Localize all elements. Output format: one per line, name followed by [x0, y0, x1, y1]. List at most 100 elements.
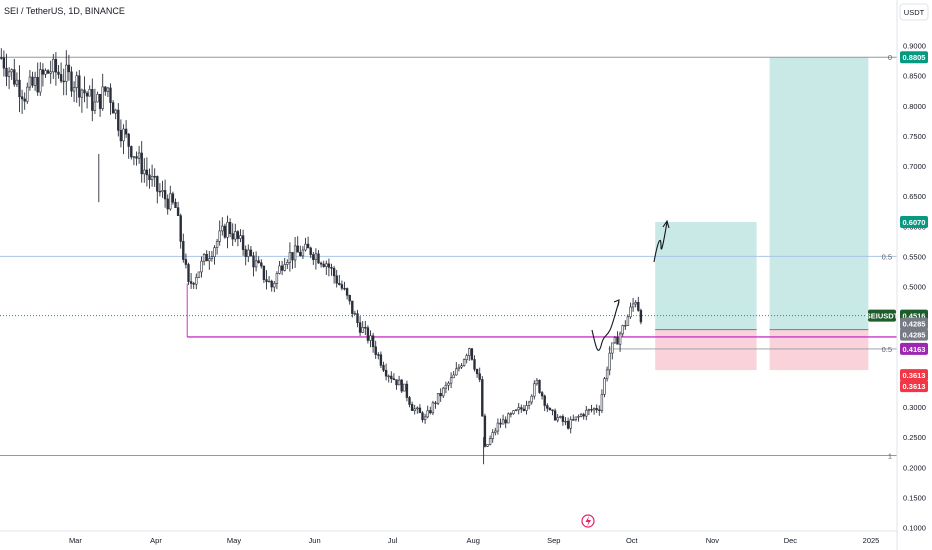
candle-down — [296, 245, 299, 253]
candle-down — [478, 373, 481, 380]
candle-down — [582, 414, 585, 417]
candle-up — [65, 64, 68, 82]
candle-down — [140, 152, 143, 175]
profit-zone-1[interactable] — [655, 222, 757, 330]
candle-up — [213, 247, 216, 257]
candle-down — [67, 64, 71, 73]
candle-up — [426, 410, 429, 418]
projection-arrow-2[interactable] — [591, 301, 620, 351]
candle-down — [338, 283, 341, 285]
candle-up — [49, 71, 52, 74]
price-tick-label: 0.6500 — [903, 192, 926, 201]
time-tick-label: Apr — [150, 536, 162, 545]
candle-down — [371, 335, 375, 348]
candle-up — [613, 337, 617, 344]
price-tag-gray — [900, 317, 928, 330]
candle-down — [171, 193, 175, 203]
candle-down — [262, 265, 266, 280]
candle-down — [473, 359, 476, 370]
candle-down — [553, 410, 557, 421]
profit-zone-2[interactable] — [769, 57, 869, 330]
candle-down — [5, 67, 8, 77]
candle-up — [626, 316, 630, 326]
candle-down — [343, 287, 346, 290]
candle-down — [119, 130, 123, 142]
time-tick-label: Jun — [309, 536, 321, 545]
stop-zone-2[interactable] — [769, 329, 869, 371]
candle-down — [249, 249, 253, 257]
candle-down — [475, 368, 479, 375]
candle-up — [80, 89, 84, 98]
candle-down — [327, 263, 331, 268]
candle-down — [257, 260, 260, 264]
candle-down — [561, 416, 565, 422]
fib-label: 0.5 — [882, 252, 892, 261]
candle-up — [403, 383, 406, 392]
candle-down — [62, 80, 65, 83]
candle-down — [637, 302, 640, 311]
candle-down — [405, 383, 409, 398]
events-icon[interactable] — [581, 514, 595, 528]
price-tag-text: 0.4285 — [903, 331, 926, 340]
candle-up — [507, 413, 510, 424]
candle-down — [548, 407, 552, 411]
candle-up — [88, 89, 91, 97]
candle-down — [351, 300, 354, 314]
price-tick-label: 0.9000 — [903, 42, 926, 51]
price-tick-label: 0.8000 — [903, 102, 926, 111]
price-tick-label: 0.7000 — [903, 162, 926, 171]
candle-up — [122, 128, 125, 142]
candle-up — [592, 408, 596, 411]
candle-up — [600, 394, 604, 411]
candle-down — [366, 327, 370, 341]
candle-down — [111, 102, 115, 114]
time-axis[interactable]: MarAprMayJunJulAugSepOctNovDec2025Feb — [69, 536, 932, 545]
candlestick-series — [0, 48, 643, 465]
candle-up — [436, 393, 440, 404]
symbol-tag — [868, 309, 896, 322]
candle-up — [431, 402, 435, 414]
price-tag-text: 0.4285 — [903, 320, 926, 329]
candle-down — [470, 348, 474, 360]
candle-up — [452, 374, 455, 379]
candle-up — [114, 109, 117, 114]
candle-up — [15, 79, 19, 85]
projection-arrow-1[interactable] — [653, 221, 668, 263]
candle-down — [543, 395, 546, 406]
candle-down — [312, 254, 315, 260]
currency-button[interactable]: USDT — [899, 3, 929, 21]
candle-down — [520, 407, 523, 410]
fib-label: 1 — [888, 452, 892, 461]
candle-up — [208, 258, 211, 262]
candle-down — [317, 253, 320, 264]
currency-label: USDT — [904, 8, 925, 17]
time-tick-label: Nov — [706, 536, 720, 545]
candle-up — [530, 395, 533, 403]
candle-down — [184, 259, 188, 265]
candle-up — [221, 225, 224, 232]
time-tick-label: Oct — [626, 536, 639, 545]
candle-down — [265, 279, 268, 282]
candle-up — [535, 379, 539, 385]
candle-up — [387, 375, 390, 378]
time-tick-label: May — [227, 536, 241, 545]
candle-down — [104, 86, 107, 92]
candle-up — [197, 271, 201, 278]
stop-zone-1[interactable] — [655, 329, 757, 371]
candle-up — [574, 416, 578, 420]
candle-down — [306, 243, 310, 249]
candle-up — [226, 221, 229, 238]
candle-up — [96, 93, 99, 103]
time-tick-label: Mar — [69, 536, 82, 545]
candle-down — [418, 407, 422, 414]
candle-up — [293, 245, 297, 261]
fib-level-labels: 0 0.5 0.5 1 — [882, 53, 892, 460]
symbol-title[interactable]: SEI / TetherUS, 1D, BINANCE — [4, 6, 125, 16]
candle-down — [374, 346, 377, 355]
candle-up — [137, 152, 141, 159]
candle-down — [23, 98, 26, 102]
time-tick-label: Sep — [547, 536, 560, 545]
candle-up — [314, 253, 318, 260]
candle-up — [52, 58, 55, 73]
